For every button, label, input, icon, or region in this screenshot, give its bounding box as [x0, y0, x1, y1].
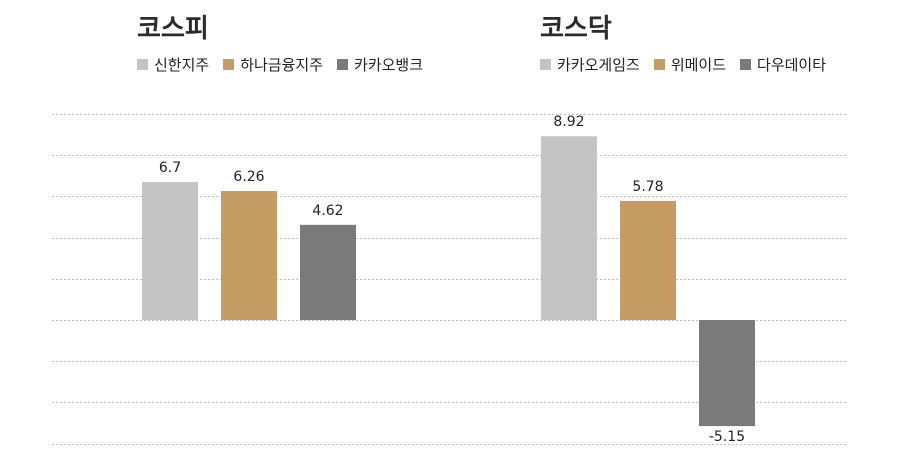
bar: [142, 181, 198, 320]
legend-swatch: [540, 59, 551, 70]
kospi-legend: 신한지주 하나금융지주 카카오뱅크: [137, 54, 423, 75]
legend-label: 위메이드: [670, 56, 727, 74]
legend-label: 카카오게임즈: [557, 56, 640, 74]
legend-item: 신한지주: [137, 54, 209, 75]
bar: [620, 200, 676, 320]
legend-item: 다우데이타: [740, 54, 826, 75]
legend-item: 위메이드: [653, 54, 727, 75]
legend-item: 카카오뱅크: [337, 54, 423, 75]
legend-swatch: [223, 59, 235, 70]
bar: [541, 136, 597, 320]
legend-item: 하나금융지주: [223, 54, 323, 75]
legend-label: 신한지주: [154, 56, 210, 74]
legend-swatch: [337, 59, 349, 70]
data-label: 6.7: [159, 160, 181, 176]
data-label: -5.15: [709, 429, 745, 445]
kosdaq-legend: 카카오게임즈 위메이드 다우데이타: [540, 54, 826, 75]
data-label: 6.26: [233, 169, 264, 185]
legend-swatch: [653, 59, 665, 70]
bar: [221, 191, 277, 320]
bar: [300, 224, 356, 320]
data-label: 5.78: [632, 179, 663, 195]
kosdaq-title: 코스닥: [540, 14, 612, 44]
legend-item: 카카오게임즈: [540, 54, 640, 75]
kospi-title: 코스피: [137, 14, 209, 44]
legend-swatch: [137, 59, 148, 70]
legend-label: 하나금융지주: [240, 56, 324, 74]
data-label: 4.62: [312, 203, 343, 219]
data-label: 8.92: [553, 114, 584, 130]
legend-swatch: [740, 59, 752, 70]
bar: [699, 320, 755, 427]
legend-label: 다우데이타: [757, 56, 827, 74]
legend-label: 카카오뱅크: [354, 56, 424, 74]
